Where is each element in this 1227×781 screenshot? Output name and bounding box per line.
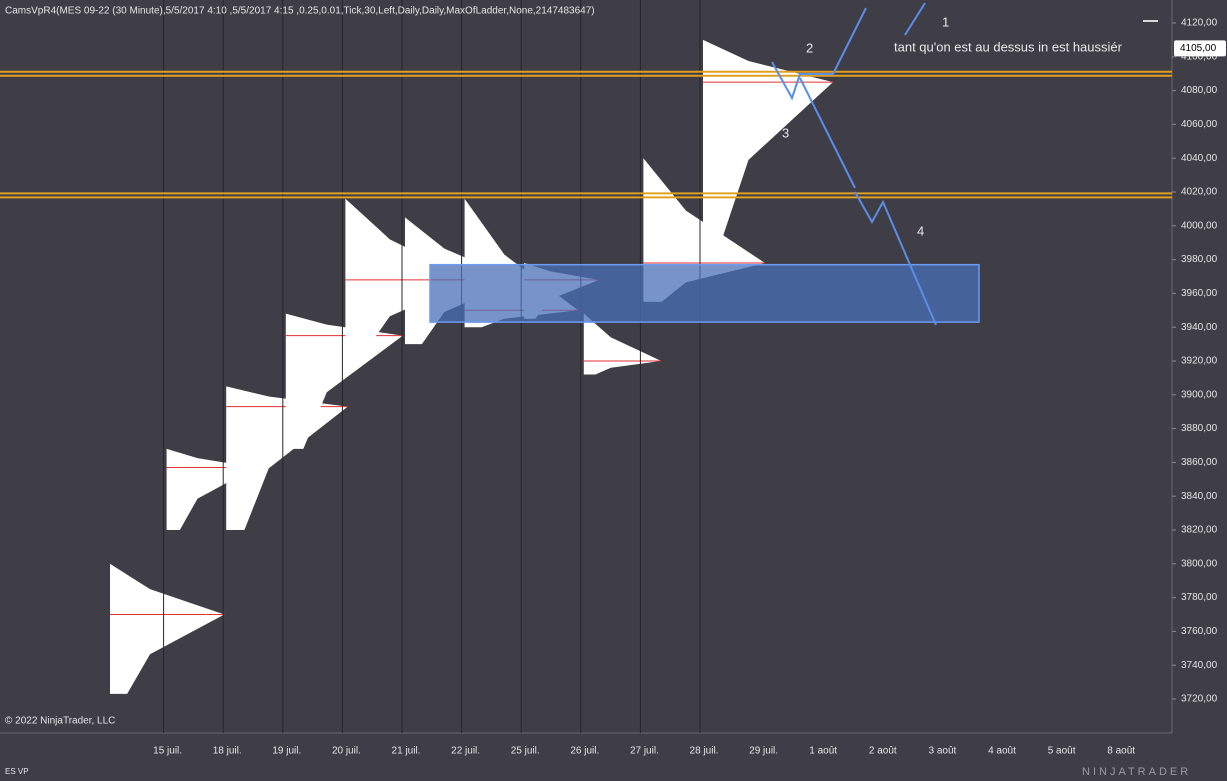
y-tick-label: 4040,00 [1181,153,1218,164]
x-tick-label: 18 juil. [213,746,242,757]
arrow [799,77,856,189]
annotation: tant qu'on est au dessus in est haussiér [894,39,1123,54]
plot-area [0,0,1172,733]
x-tick-label: 22 juil. [451,746,480,757]
x-tick-label: 26 juil. [570,746,599,757]
x-tick-label: 29 juil. [749,746,778,757]
y-tick-label: 3740,00 [1181,660,1218,671]
x-tick-label: 21 juil. [392,746,421,757]
annotation: 3 [782,125,789,140]
y-tick-label: 3720,00 [1181,694,1218,705]
annotation: 2 [806,40,813,55]
x-tick-label: 8 août [1107,746,1135,757]
volume-profile [583,313,662,375]
volume-profile [226,386,348,530]
y-tick-label: 4000,00 [1181,220,1218,231]
logo: NINJATRADER [1082,766,1191,778]
y-tick-label: 3780,00 [1181,592,1218,603]
y-tick-label: 3980,00 [1181,254,1218,265]
arrow [904,2,926,36]
y-tick-label: 4020,00 [1181,187,1218,198]
x-tick-label: 5 août [1048,746,1076,757]
x-tick-label: 1 août [809,746,837,757]
arrow [854,191,937,326]
y-tick-label: 3820,00 [1181,525,1218,536]
y-tick-label: 3880,00 [1181,423,1218,434]
copyright: © 2022 NinjaTrader, LLC [5,716,115,727]
y-tick-label: 4080,00 [1181,85,1218,96]
y-tick-label: 3760,00 [1181,626,1218,637]
annotation: 1 [942,14,949,29]
y-tick-label: 4060,00 [1181,119,1218,130]
y-tick-label: 3940,00 [1181,322,1218,333]
y-tick-label: 3860,00 [1181,457,1218,468]
x-tick-label: 3 août [928,746,956,757]
x-tick-label: 2 août [869,746,897,757]
volume-profile [703,39,833,238]
price-marker [1174,40,1226,57]
x-tick-label: 4 août [988,746,1016,757]
x-tick-label: 28 juil. [690,746,719,757]
annotation: 4 [917,223,924,238]
y-tick-label: 3920,00 [1181,356,1218,367]
instrument-tag: ES VP [5,767,29,776]
zone [429,263,980,323]
y-tick-label: 3900,00 [1181,389,1218,400]
chart-title: CamsVpR4(MES 09-22 (30 Minute),5/5/2017 … [5,6,595,17]
y-tick-label: 4120,00 [1181,18,1218,29]
x-tick-label: 20 juil. [332,746,361,757]
y-tick-label: 3840,00 [1181,491,1218,502]
x-tick-label: 19 juil. [272,746,301,757]
x-tick-label: 27 juil. [630,746,659,757]
price-label: 4105,00 [1180,43,1217,54]
volume-profile [285,313,403,449]
y-tick-label: 3960,00 [1181,288,1218,299]
y-tick-label: 4100,00 [1181,51,1218,62]
arrow [771,7,867,101]
annotation-arrows [771,2,1158,326]
x-tick-label: 25 juil. [511,746,540,757]
y-tick-label: 3800,00 [1181,558,1218,569]
volume-profile [110,563,225,694]
x-tick-label: 15 juil. [153,746,182,757]
